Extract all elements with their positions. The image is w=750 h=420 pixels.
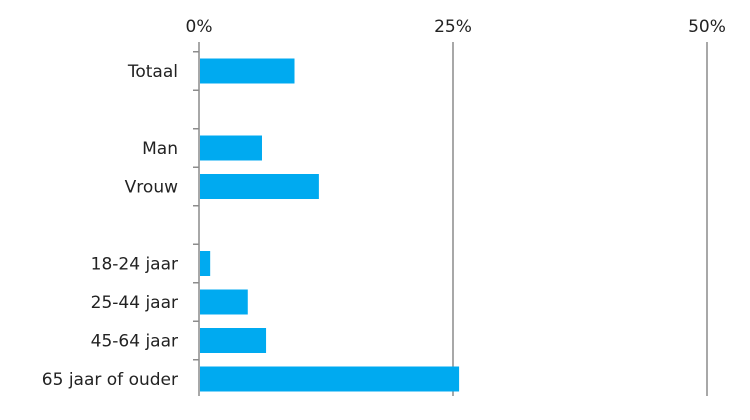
x-tick-labels: 0% 25% 50% [186, 17, 726, 37]
category-label: 25-44 jaar [91, 293, 178, 313]
bar [200, 174, 319, 199]
category-label: 45-64 jaar [91, 332, 178, 352]
category-label: Man [142, 139, 178, 159]
bar [200, 251, 211, 276]
category-label: Vrouw [125, 178, 178, 198]
bar [200, 135, 262, 161]
x-tick-label: 25% [434, 17, 472, 37]
bar [200, 328, 267, 353]
bar [200, 366, 460, 392]
x-tick-label: 50% [688, 17, 726, 37]
bar [200, 289, 248, 315]
gridlines [452, 42, 708, 396]
x-tick-label: 0% [186, 17, 213, 37]
category-label: 65 jaar of ouder [42, 370, 178, 390]
category-axis [193, 42, 200, 396]
category-label: 18-24 jaar [91, 255, 178, 275]
bar [200, 58, 295, 84]
category-labels: Totaal Man Vrouw 18-24 jaar 25-44 jaar 45-64 … [42, 62, 178, 390]
category-label: Totaal [127, 62, 178, 82]
bars [200, 58, 460, 392]
